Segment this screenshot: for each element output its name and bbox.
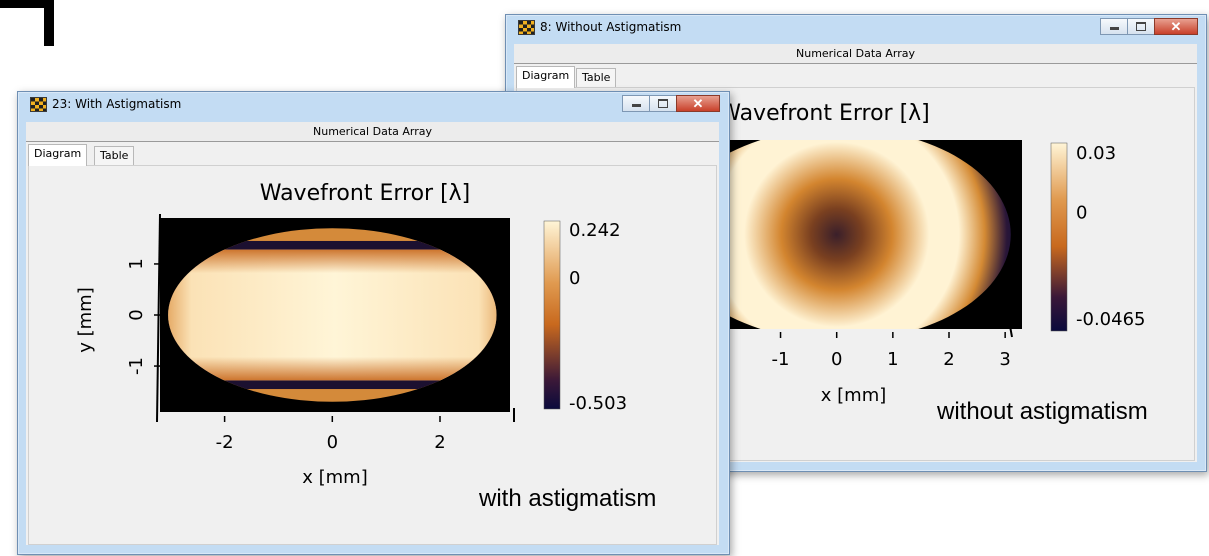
tabstrip: Diagram Table	[514, 65, 1197, 88]
colorbar	[543, 220, 561, 410]
y-tick-label: 1	[126, 258, 147, 269]
tabstrip: Diagram Table	[26, 143, 719, 166]
colorbar-max-label: 0.242	[569, 220, 621, 241]
minimize-icon	[1109, 27, 1119, 30]
window-controls: ✕	[1100, 18, 1198, 36]
x-tick-label: 2	[434, 432, 445, 453]
maximize-button[interactable]	[649, 95, 676, 112]
band-shading	[168, 249, 497, 381]
window-with-astigmatism[interactable]: 23: With Astigmatism ✕ Numerical Data Ar…	[17, 91, 730, 555]
y-axis-line	[156, 213, 161, 423]
subtitle-bar: Numerical Data Array	[514, 44, 1197, 64]
maximize-button[interactable]	[1127, 18, 1154, 35]
x-tick-label: 0	[327, 432, 338, 453]
close-icon: ✕	[1170, 18, 1182, 34]
close-button[interactable]: ✕	[1154, 18, 1198, 35]
axes: -1 0 1 2 3 x [mm]	[772, 325, 1013, 406]
window-client: Numerical Data Array Diagram Table Wavef…	[26, 122, 719, 545]
minimize-icon	[631, 104, 641, 107]
axes: -2 0 2 1 0 -1 x [mm] y [mm]	[75, 213, 515, 488]
axis-corner	[1009, 325, 1013, 338]
tab-table[interactable]: Table	[576, 68, 617, 87]
x-tick-label: 3	[999, 349, 1010, 370]
chart-title: Wavefront Error [λ]	[719, 101, 930, 126]
maximize-icon	[1136, 22, 1146, 31]
colorbar-zero-label: 0	[569, 268, 580, 289]
y-tick-label: 0	[126, 309, 147, 320]
colorbar-zero-label: 0	[1076, 203, 1087, 224]
colorbar	[1050, 142, 1068, 332]
tab-diagram[interactable]: Diagram	[516, 66, 576, 88]
wavefront-chart-front: Wavefront Error [λ] -2 0 2 1 0 -1 x [mm] y [mm] 0…	[75, 181, 627, 488]
caption-without-astigmatism: without astigmatism	[937, 398, 1148, 425]
x-tick-label: -2	[216, 432, 234, 453]
y-axis-label: y [mm]	[75, 287, 96, 353]
tab-table[interactable]: Table	[94, 146, 135, 165]
maximize-icon	[658, 99, 668, 108]
y-tick-label: -1	[126, 357, 147, 375]
colorbar-min-label: -0.503	[569, 393, 627, 414]
x-axis-label: x [mm]	[302, 467, 368, 488]
window-title: 8: Without Astigmatism	[540, 20, 682, 34]
x-tick-label: -1	[772, 349, 790, 370]
colorbar-min-label: -0.0465	[1076, 309, 1145, 330]
slide-text-fragment	[44, 0, 54, 46]
x-tick-label: 2	[943, 349, 954, 370]
x-axis-label: x [mm]	[821, 385, 887, 406]
heatmap-pupil	[168, 228, 497, 402]
chart-title: Wavefront Error [λ]	[260, 181, 471, 206]
caption-with-astigmatism: with astigmatism	[479, 485, 657, 512]
checkerboard-app-icon	[30, 97, 47, 112]
tab-diagram[interactable]: Diagram	[28, 144, 88, 166]
minimize-button[interactable]	[1100, 18, 1127, 35]
colorbar-max-label: 0.03	[1076, 143, 1116, 164]
x-tick-label: 0	[831, 349, 842, 370]
close-button[interactable]: ✕	[676, 95, 720, 112]
window-controls: ✕	[622, 95, 720, 113]
close-icon: ✕	[692, 95, 704, 111]
diagram-panel: Wavefront Error [λ] -2 0 2 1 0 -1 x [mm] y [mm] 0…	[28, 165, 717, 545]
x-tick-label: 1	[887, 349, 898, 370]
window-title: 23: With Astigmatism	[52, 97, 182, 111]
slide-text-fragment-2	[0, 0, 44, 8]
titlebar[interactable]: 8: Without Astigmatism ✕	[506, 15, 1206, 39]
checkerboard-app-icon	[518, 20, 535, 35]
minimize-button[interactable]	[622, 95, 649, 112]
titlebar[interactable]: 23: With Astigmatism ✕	[18, 92, 729, 116]
subtitle-bar: Numerical Data Array	[26, 122, 719, 142]
